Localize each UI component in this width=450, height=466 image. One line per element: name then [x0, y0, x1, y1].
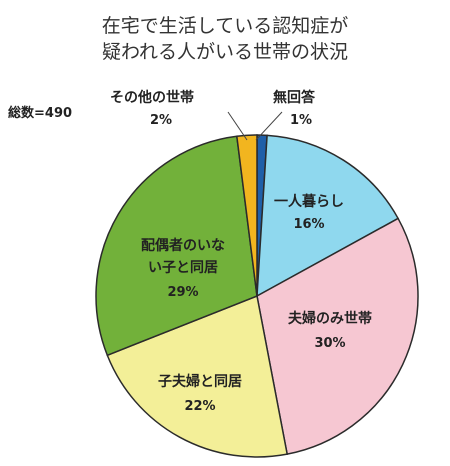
value-no-answer: 1% [290, 113, 312, 128]
pie-slice-4 [95, 135, 258, 357]
leader-line-other [227, 111, 248, 141]
value-with-child-couple: 22% [184, 399, 215, 414]
chart-title-line-1: 在宅で生活している認知症が [102, 15, 348, 37]
label-no-answer: 無回答 [273, 89, 316, 106]
value-single: 16% [293, 217, 324, 232]
value-couple: 30% [314, 336, 345, 351]
pie-slices [95, 134, 419, 458]
pie-slice-5 [235, 134, 258, 297]
value-unmarried-child: 29% [167, 285, 198, 300]
label-unmarried-child-line-2: い子と同居 [148, 260, 218, 276]
pie-slice-1 [256, 134, 400, 298]
leader-line-no-answer [255, 111, 283, 141]
label-couple: 夫婦のみ世帯 [288, 310, 372, 327]
total-count: 総数=490 [8, 105, 72, 121]
value-other: 2% [150, 113, 172, 128]
label-unmarried-child-line-1: 配偶者のいな [141, 237, 225, 254]
label-with-child-couple: 子夫婦と同居 [158, 373, 242, 390]
chart-title-line-2: 疑われる人がいる世帯の状況 [102, 41, 348, 63]
pie-slice-3 [106, 294, 289, 458]
pie-slice-2 [256, 217, 419, 456]
label-other: その他の世帯 [110, 89, 194, 106]
label-single: 一人暮らし [274, 193, 344, 210]
